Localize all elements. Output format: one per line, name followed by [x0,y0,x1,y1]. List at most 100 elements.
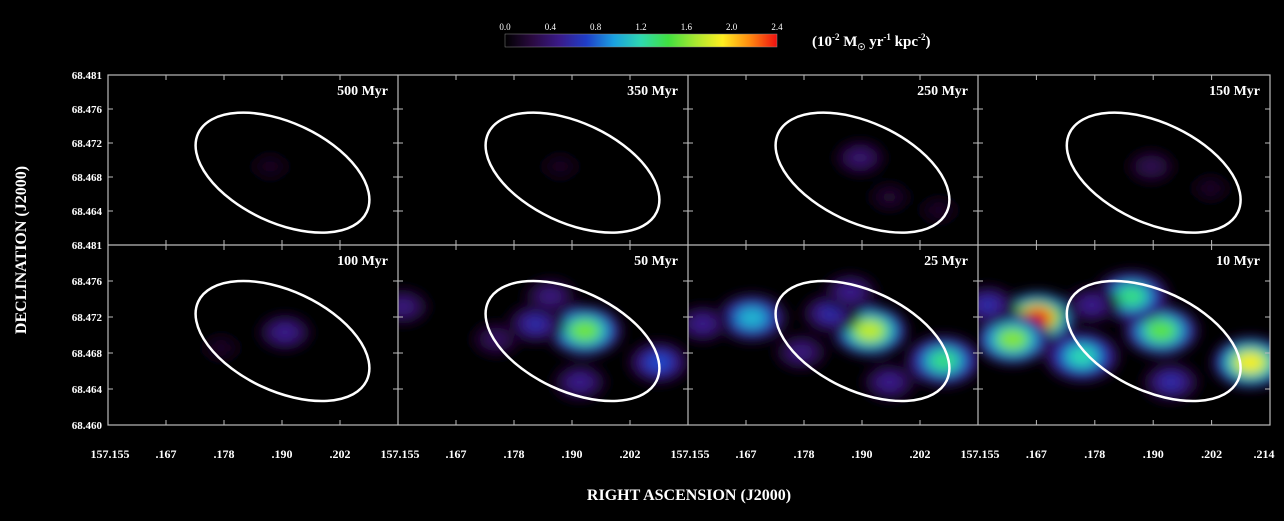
panel-age-label: 350 Myr [627,84,678,99]
aperture-ellipse [774,111,951,234]
x-tick-label: .190 [1143,447,1164,461]
emission-blob [978,297,999,313]
emission-map [247,150,294,183]
emission-blob [1117,287,1145,306]
colorbar-unit-label: (10-2 M☉ yr-1 kpc-2) [812,32,931,52]
tick-marks [688,245,978,425]
panel-25-myr: 25 Myr [688,245,978,425]
emission-blob [540,289,561,304]
x-tick-label: 157.155 [91,447,130,461]
y-tick-label: 68.468 [72,348,103,360]
emission-map [197,313,314,364]
y-tick-label: 68.472 [72,138,103,150]
panel-50-myr: 50 Myr [398,245,688,425]
x-tick-label: .167 [156,447,177,461]
colorbar-tick-label: 2.0 [726,22,738,32]
panel-250-myr: 250 Myr [688,75,978,245]
emission-blob [525,316,547,331]
y-axis-label: DECLINATION (J2000) [13,166,30,334]
x-tick-label: .167 [736,447,757,461]
colorbar-tick-label: 0.0 [499,22,511,32]
x-tick-label: .214 [1254,447,1275,461]
panel-age-label: 100 Myr [337,254,388,269]
x-tick-label: .190 [852,447,873,461]
emission-blob [552,161,569,173]
aperture-ellipse [194,111,371,234]
x-tick-label: .178 [1084,447,1105,461]
tick-marks [108,245,398,425]
y-tick-label: 68.481 [72,240,102,252]
tick-marks [398,75,688,245]
x-tick-label: 157.155 [671,447,710,461]
panel-age-label: 250 Myr [917,84,968,99]
emission-blob [1147,321,1175,340]
y-tick-label: 68.460 [72,420,103,432]
tick-marks [108,75,398,245]
emission-blob [1202,182,1219,194]
emission-blob [1142,160,1161,173]
emission-blob [1081,298,1102,312]
emission-blob [571,321,599,340]
aperture-ellipse [194,279,371,403]
aperture-ellipse [1065,111,1242,234]
y-tick-label: 68.472 [72,312,103,324]
x-tick-label: .202 [910,447,931,461]
emission-blob [398,300,413,314]
panel-10-myr: 10 Myr [978,245,1270,425]
x-tick-label: .202 [1201,447,1222,461]
y-tick-labels: 68.481 68.476 68.472 68.468 68.464 68.481 68.4… [72,70,103,432]
panel-150-myr: 150 Myr [978,75,1270,245]
panel-100-myr: 100 Myr [108,245,398,425]
colorbar-tick-label: 1.2 [635,22,646,32]
x-tick-label: .190 [562,447,583,461]
emission-blob [820,306,842,321]
emission-blob [881,191,898,203]
x-tick-label: 157.155 [961,447,1000,461]
x-tick-label: .190 [272,447,293,461]
panel-age-label: 10 Myr [1216,254,1260,269]
x-tick-label: .178 [214,447,235,461]
tick-marks [978,245,1270,425]
y-tick-label: 68.481 [72,70,102,82]
colorbar-tick-label: 0.8 [590,22,602,32]
panel-age-label: 50 Myr [634,254,678,269]
emission-map [398,277,688,402]
colorbar-tick-label: 0.4 [545,22,557,32]
x-tick-label: .202 [330,447,351,461]
aperture-ellipse [774,279,951,403]
aperture-ellipse [484,111,661,234]
colorbar-ticks: 0.0 0.4 0.8 1.2 1.6 2.0 2.4 [499,22,783,32]
emission-blob [856,321,884,340]
emission-blob [569,375,590,389]
panel-age-label: 500 Myr [337,84,388,99]
x-axis-label: RIGHT ASCENSION (J2000) [587,487,791,504]
emission-blob [850,151,870,165]
emission-blob [1236,353,1264,372]
x-tick-label: .167 [446,447,467,461]
x-tick-label: .167 [1026,447,1047,461]
x-tick-label: .178 [794,447,815,461]
emission-map [688,272,978,402]
emission-blob [840,285,861,299]
emission-blob [1160,375,1182,390]
emission-map [1125,149,1235,205]
y-tick-label: 68.468 [72,172,103,184]
x-tick-label: 157.155 [381,447,420,461]
y-tick-label: 68.476 [72,276,103,288]
aperture-ellipse [484,279,661,403]
emission-blob [930,351,958,370]
panel-grid: 500 Myr 350 Myr 250 Myr 150 Myr 100 Myr 50 My… [108,75,1270,425]
y-tick-label: 68.464 [72,206,103,218]
emission-blob [1068,347,1096,366]
y-tick-label: 68.464 [72,384,103,396]
tick-marks [978,75,1270,245]
y-tick-label: 68.476 [72,104,103,116]
emission-map [978,270,1270,403]
panel-350-myr: 350 Myr [398,75,688,245]
tick-marks [688,75,978,245]
emission-blob [739,309,765,327]
x-tick-labels: 157.155 .167 .178 .190 .202 157.155 .167 .178 .1… [91,447,1275,461]
emission-blob [999,330,1027,349]
emission-blob [692,317,713,331]
